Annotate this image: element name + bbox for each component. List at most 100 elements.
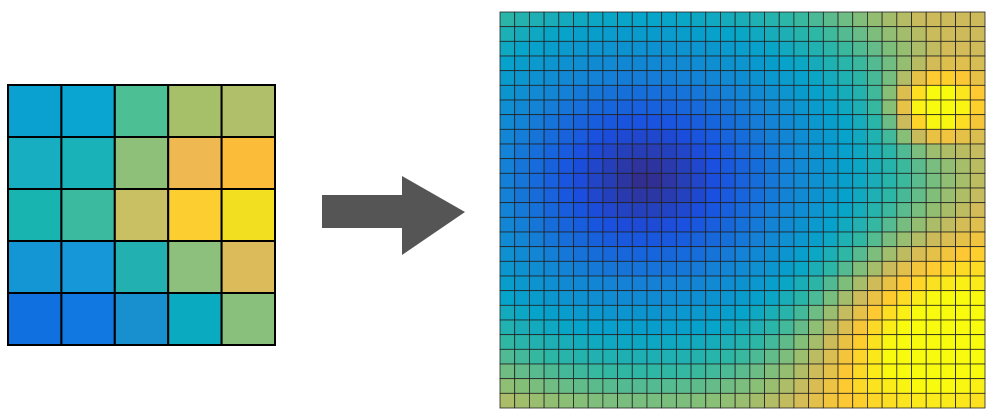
output-cell (822, 260, 839, 277)
output-cell (778, 70, 795, 86)
output-cell (558, 304, 574, 321)
output-cell (720, 363, 736, 380)
output-cell (675, 216, 692, 233)
output-cell (867, 70, 883, 86)
output-cell (528, 290, 545, 306)
output-cell (587, 319, 604, 336)
output-cell (778, 26, 795, 42)
output-cell (543, 231, 560, 248)
output-cell (881, 216, 898, 233)
output-cell (631, 348, 648, 365)
output-cell (514, 26, 530, 42)
output-cell (543, 260, 560, 277)
output-cell (558, 84, 574, 101)
output-cell (778, 319, 795, 336)
output-cell (602, 319, 618, 336)
output-cell (573, 84, 589, 101)
input-cell (167, 84, 223, 138)
output-cell (793, 231, 810, 248)
output-cell (808, 260, 824, 277)
output-cell (852, 202, 868, 218)
output-cell (558, 70, 574, 86)
output-cell (587, 158, 604, 174)
output-cell (881, 304, 898, 321)
output-cell (808, 290, 824, 306)
output-cell (940, 55, 957, 72)
output-cell (675, 99, 692, 116)
output-cell (690, 334, 707, 350)
output-cell (778, 128, 795, 145)
output-cell (925, 216, 942, 233)
output-cell (675, 231, 692, 248)
output-cell (587, 304, 604, 321)
output-cell (837, 319, 854, 336)
output-cell (675, 202, 692, 218)
output-cell (925, 99, 942, 116)
output-cell (661, 143, 677, 160)
output-cell (558, 363, 574, 380)
output-cell (514, 290, 530, 306)
output-cell (940, 40, 957, 57)
output-cell (867, 84, 883, 101)
output-cell (675, 143, 692, 160)
output-cell (690, 275, 707, 292)
output-cell (881, 128, 898, 145)
output-cell (881, 202, 898, 218)
output-cell (661, 334, 677, 350)
output-cell (734, 114, 751, 130)
output-cell (793, 55, 810, 72)
output-cell (749, 143, 765, 160)
output-cell (969, 99, 986, 116)
output-cell (969, 26, 986, 42)
output-cell (528, 84, 545, 101)
output-cell (720, 26, 736, 42)
output-cell (528, 55, 545, 72)
output-cell (734, 99, 751, 116)
output-cell (837, 172, 854, 189)
output-cell (646, 99, 663, 116)
output-cell (646, 231, 663, 248)
output-cell (969, 290, 986, 306)
output-cell (675, 40, 692, 57)
output-cell (573, 26, 589, 42)
output-cell (793, 114, 810, 130)
output-cell (514, 260, 530, 277)
output-cell (705, 378, 721, 394)
output-cell (822, 143, 839, 160)
output-cell (661, 172, 677, 189)
output-cell (705, 202, 721, 218)
output-cell (543, 378, 560, 394)
input-cell (220, 188, 277, 242)
output-cell (852, 246, 868, 262)
output-cell (822, 99, 839, 116)
output-cell (617, 392, 633, 409)
output-cell (646, 260, 663, 277)
output-cell (911, 158, 927, 174)
output-cell (646, 128, 663, 145)
output-cell (587, 187, 604, 204)
output-cell (631, 11, 648, 28)
output-cell (705, 319, 721, 336)
output-cell (749, 84, 765, 101)
output-cell (646, 319, 663, 336)
output-cell (881, 378, 898, 394)
output-cell (573, 275, 589, 292)
output-cell (896, 275, 912, 292)
output-cell (896, 202, 912, 218)
output-cell (558, 392, 574, 409)
output-cell (867, 275, 883, 292)
output-cell (749, 319, 765, 336)
output-cell (867, 99, 883, 116)
output-cell (881, 26, 898, 42)
output-cell (778, 348, 795, 365)
output-cell (661, 70, 677, 86)
output-cell (543, 11, 560, 28)
output-cell (514, 392, 530, 409)
output-cell (675, 290, 692, 306)
output-cell (793, 70, 810, 86)
output-cell (852, 290, 868, 306)
output-cell (822, 55, 839, 72)
output-cell (925, 11, 942, 28)
output-cell (558, 246, 574, 262)
output-cell (661, 231, 677, 248)
